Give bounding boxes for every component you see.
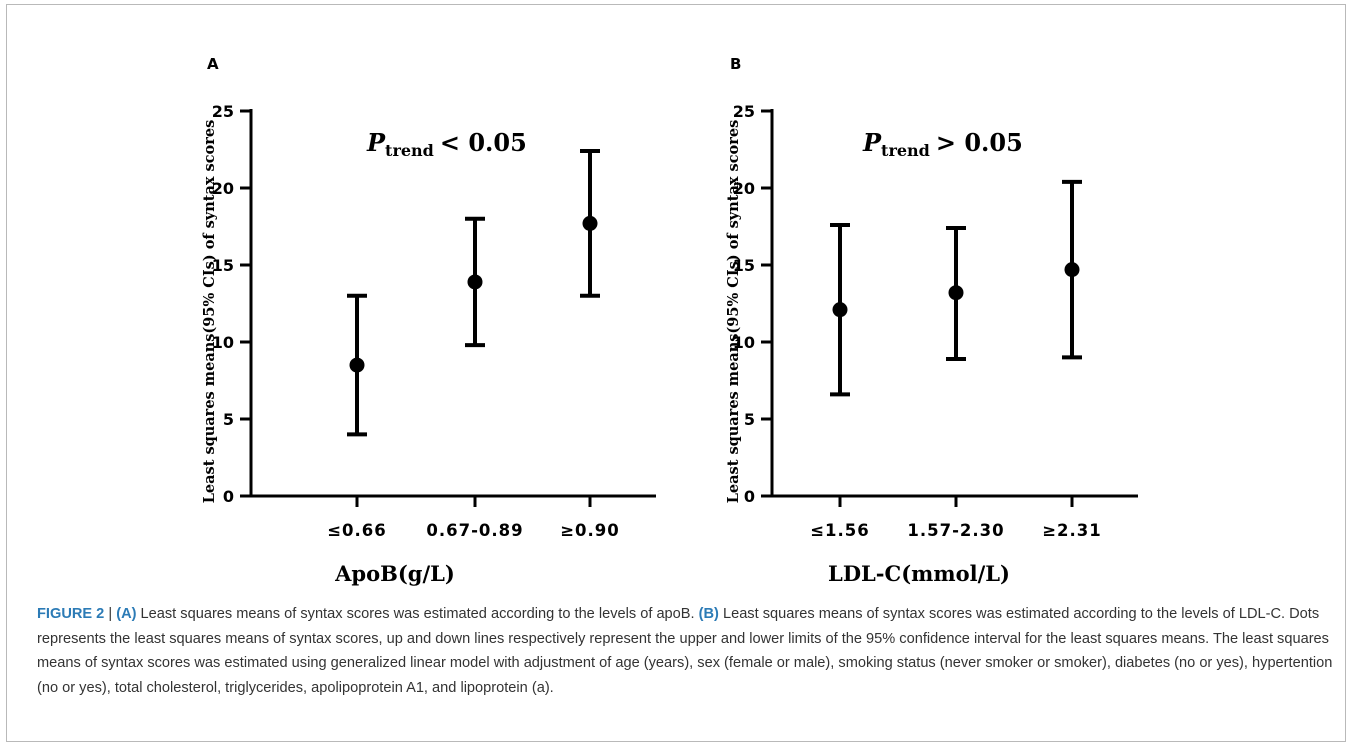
panel-b-mean-point [832, 302, 848, 318]
caption-b-label: (B) [698, 606, 719, 622]
panel-b-y-axis-title: Least squares means(95% CIs) of syntax s… [725, 120, 742, 504]
panel-b-x-tick-label: ≤1.56 [810, 521, 870, 540]
panel-b-annotation-p: P [862, 128, 882, 157]
panel-b-label: B [730, 55, 741, 73]
panel-a-y-tick-label: 20 [212, 179, 234, 198]
panel-b-mean-point [1064, 262, 1080, 278]
figure-panels: A 0 5 10 15 20 25 ≤0.66 0.67-0.89 ≥0.90 Ptrend < 0.… [201, 55, 1138, 586]
panel-a-x-axis-title: ApoB(g/L) [334, 561, 455, 586]
caption-a-text: Least squares means of syntax scores was… [136, 606, 699, 622]
panel-b-trend-annotation: Ptrend > 0.05 [862, 128, 1023, 160]
panel-a-y-tick-label: 10 [212, 333, 234, 352]
panel-b-annotation-subscript: trend [881, 141, 930, 160]
caption-a-label: (A) [116, 606, 137, 622]
panel-a-y-tick-label: 25 [212, 102, 234, 121]
panel-b-x-axis-title: LDL-C(mmol/L) [828, 561, 1010, 586]
panel-a-mean-point [582, 215, 598, 231]
panel-a-y-tick-label: 0 [223, 487, 234, 506]
panel-a-y-axis-title: Least squares means(95% CIs) of syntax s… [201, 120, 218, 504]
figure-frame: A 0 5 10 15 20 25 ≤0.66 0.67-0.89 ≥0.90 Ptrend < 0.… [6, 4, 1346, 742]
panel-b-y-tick-label: 15 [733, 256, 755, 275]
panel-a-annotation-rest: < 0.05 [440, 128, 527, 157]
panel-b-x-tick-label: ≥2.31 [1042, 521, 1102, 540]
caption-separator: | [104, 606, 117, 622]
panel-b-y-tick-label: 0 [744, 487, 755, 506]
panel-b-x-tick-label: 1.57-2.30 [907, 521, 1004, 540]
panel-b-y-tick-label: 20 [733, 179, 755, 198]
panel-a-annotation-subscript: trend [385, 141, 434, 160]
panel-a-label: A [207, 55, 219, 73]
panel-a-y-tick-label: 5 [223, 410, 234, 429]
panel-a-mean-point [349, 357, 365, 373]
panel-b-y-tick-label: 5 [744, 410, 755, 429]
panel-a-annotation-p: P [366, 128, 386, 157]
panel-a-mean-point [467, 274, 483, 290]
figure-caption: FIGURE 2 | (A) Least squares means of sy… [37, 602, 1337, 700]
panel-b-annotation-rest: > 0.05 [936, 128, 1023, 157]
panel-b-mean-point [948, 285, 964, 301]
panel-b-y-tick-label: 10 [733, 333, 755, 352]
caption-b-text: Least squares means of syntax scores was… [37, 606, 1333, 696]
panel-a-trend-annotation: Ptrend < 0.05 [366, 128, 527, 160]
panel-a-x-tick-label: 0.67-0.89 [426, 521, 523, 540]
caption-figure-label: FIGURE 2 [37, 606, 105, 622]
panel-a-y-tick-label: 15 [212, 256, 234, 275]
panel-a-x-tick-label: ≥0.90 [560, 521, 620, 540]
panel-a-x-tick-label: ≤0.66 [327, 521, 387, 540]
panel-b-y-tick-label: 25 [733, 102, 755, 121]
